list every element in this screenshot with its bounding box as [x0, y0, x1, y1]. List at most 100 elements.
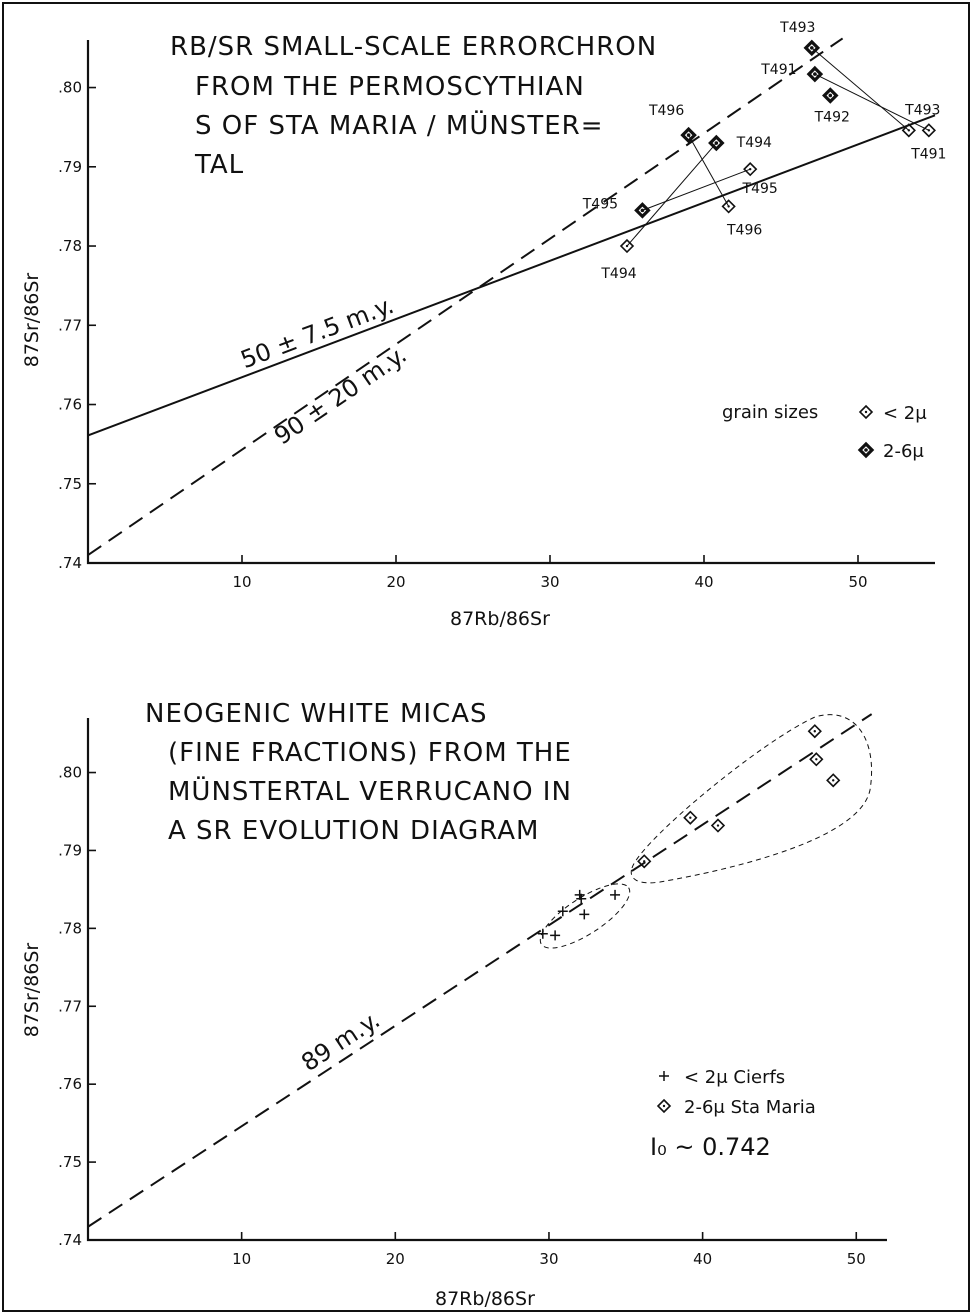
chart2-point-sta-maria-outline	[710, 818, 726, 833]
chart1-legend-entry: 2-6μ	[883, 441, 924, 462]
chart1-point-coarse-outline	[806, 65, 824, 83]
chart2-point-sta-maria-dot	[815, 758, 818, 761]
chart2-point-cierfs	[550, 930, 561, 941]
chart2-y-tick-label: .80	[58, 764, 82, 782]
chart1-point-coarse-dot	[686, 133, 691, 137]
chart2-point-sta-maria-dot	[689, 816, 692, 819]
chart1-point-fine-dot	[907, 129, 911, 132]
chart1-y-tick-label: .75	[58, 475, 82, 493]
chart1-point-fine	[901, 123, 916, 138]
chart1-point-coarse-dot	[714, 141, 719, 145]
chart2-regression-line	[87, 713, 873, 1228]
chart2-y-tick-label: .79	[58, 841, 82, 859]
chart1-point-label: T493	[904, 102, 940, 118]
chart1-point-coarse-outline	[803, 39, 821, 57]
chart2-title-line-4: A SR EVOLUTION DIAGRAM	[168, 816, 539, 846]
chart1-legend-marker-dot	[864, 410, 868, 414]
chart1-tie-line	[688, 134, 730, 207]
chart2-point-cierfs	[576, 893, 587, 904]
chart1-point-coarse-dot	[810, 46, 814, 50]
chart2-x-axis-label: 87Rb/86Sr	[435, 1288, 535, 1310]
chart2-title-line-2: (FINE FRACTIONS) FROM THE	[168, 738, 572, 768]
chart2-point-sta-maria-dot	[716, 824, 720, 827]
chart2-point-sta-maria	[826, 773, 841, 788]
chart1-legend: < 2μ 2-6μ	[857, 403, 927, 462]
chart1-point-fine-dot	[927, 129, 931, 132]
chart1-point-coarse-outline	[680, 126, 697, 144]
chart2-legend: < 2μ Cierfs 2-6μ Sta Maria	[656, 1067, 816, 1118]
chart2-point-sta-maria-outline	[807, 724, 822, 739]
chart1-legend-marker	[857, 441, 875, 459]
chart1-point-label: T491	[910, 146, 946, 162]
chart1-point-coarse	[680, 126, 697, 144]
chart1-x-tick-label: 30	[540, 573, 559, 591]
chart1-legend-marker-dot	[864, 448, 868, 452]
chart1-point-label: T491	[760, 62, 796, 78]
chart1-x-tick-label: 10	[232, 573, 251, 591]
chart2-point-sta-maria-outline	[809, 752, 824, 767]
chart1-point-fine-outline	[721, 199, 736, 214]
chart2-point-cierfs	[579, 909, 590, 920]
chart1-point-fine-outline	[901, 123, 916, 138]
chart2-legend-marker-dot	[662, 1104, 666, 1108]
chart1-y-tick-label: .80	[58, 79, 82, 97]
chart1-x-tick-label: 40	[694, 573, 713, 591]
chart2-point-sta-maria-dot	[643, 860, 646, 863]
chart1-point-coarse-dot	[828, 93, 833, 98]
chart1-y-axis-label: 87Sr/86Sr	[21, 273, 43, 368]
chart2-y-tick-label: .75	[58, 1153, 82, 1171]
chart2-x-tick-label: 30	[539, 1250, 558, 1268]
chart1-point-coarse	[708, 134, 725, 152]
chart1-title-line-4: TAL	[194, 150, 244, 180]
chart1-point-fine-outline	[743, 162, 758, 177]
chart2-point-sta-maria	[683, 810, 698, 825]
chart2-legend-marker	[656, 1098, 672, 1114]
chart2-y-axis-label: 87Sr/86Sr	[21, 943, 43, 1038]
chart2-x-tick-label: 10	[232, 1250, 251, 1268]
chart2-point-sta-maria-outline	[637, 854, 652, 869]
chart1-x-axis-label: 87Rb/86Sr	[450, 608, 550, 630]
chart2-point-sta-maria	[710, 818, 726, 833]
chart2-point-sta-maria-dot	[832, 779, 835, 782]
chart2-x-tick-label: 40	[693, 1250, 712, 1268]
chart2-group-envelope-sta-maria	[630, 714, 872, 884]
chart1-y-tick-label: .74	[58, 554, 82, 572]
chart1-point-coarse-dot	[813, 72, 817, 76]
chart2-y-tick-label: .76	[58, 1075, 82, 1093]
chart2-point-cierfs	[537, 928, 548, 939]
chart2-point-sta-maria	[637, 854, 652, 869]
chart1-point-fine-dot	[625, 244, 629, 248]
chart1-point-coarse	[806, 65, 824, 83]
chart1-point-label: T495	[742, 181, 778, 197]
chart1-legend-marker-outline	[857, 441, 875, 459]
chart2-point-sta-maria-dot	[813, 730, 816, 733]
chart2-point-sta-maria-outline	[683, 810, 698, 825]
chart1-point-fine	[921, 123, 936, 138]
chart1-point-fine-dot	[727, 205, 730, 208]
chart1-y-tick-label: .78	[58, 237, 82, 255]
chart1-legend-marker	[858, 404, 874, 420]
chart2-y-tick-label: .77	[58, 997, 82, 1015]
chart2-title-line-3: MÜNSTERTAL VERRUCANO IN	[168, 775, 572, 807]
chart1-point-coarse-dot	[640, 208, 645, 213]
chart2-legend-entry: < 2μ Cierfs	[684, 1067, 785, 1088]
chart2-y-tick-label: .78	[58, 919, 82, 937]
chart1-point-fine	[721, 199, 736, 214]
chart2-point-sta-maria-outline	[826, 773, 841, 788]
chart2-group-envelope-cierfs	[539, 883, 631, 949]
chart1-point-label: T492	[814, 109, 850, 125]
chart2-x-tick-label: 20	[386, 1250, 405, 1268]
chart1-point-label: T493	[779, 20, 815, 36]
chart1-x-tick-label: 50	[848, 573, 867, 591]
chart2-legend-marker	[659, 1071, 669, 1081]
chart2-title-line-1: NEOGENIC WHITE MICAS	[145, 699, 488, 729]
chart1-point-label: T494	[736, 135, 772, 151]
chart1-point-coarse	[822, 87, 839, 104]
chart2-point-cierfs	[557, 906, 568, 917]
chart1-point-label: T495	[582, 196, 618, 212]
chart1-point-fine	[619, 238, 635, 254]
chart1-title-line-3: S OF STA MARIA / MÜNSTER=	[195, 109, 603, 141]
chart1-x-tick-label: 20	[386, 573, 405, 591]
chart1-point-label: T496	[648, 103, 684, 119]
